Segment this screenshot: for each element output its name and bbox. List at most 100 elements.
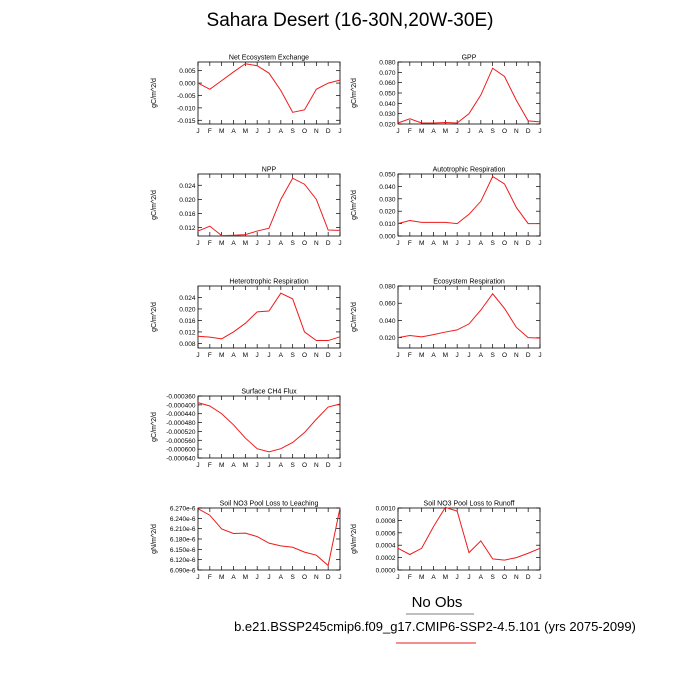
y-tick-label: 6.270e-6 <box>170 506 196 513</box>
y-tick-label: -0.000560 <box>166 438 196 445</box>
x-tick-label: A <box>231 462 236 469</box>
x-tick-label: M <box>443 574 448 581</box>
y-tick-label: -0.005 <box>177 93 196 100</box>
y-tick-label: 0.016 <box>179 318 196 325</box>
y-tick-label: 0.0008 <box>376 518 396 525</box>
y-tick-label: 0.008 <box>179 341 196 348</box>
series-line <box>397 506 541 561</box>
x-tick-label: J <box>196 240 199 247</box>
y-tick-label: 0.070 <box>379 70 396 77</box>
x-tick-label: O <box>302 240 307 247</box>
x-tick-label: A <box>279 462 284 469</box>
x-tick-label: S <box>490 128 495 135</box>
x-tick-label: J <box>396 352 399 359</box>
y-tick-label: 0.060 <box>379 301 396 308</box>
x-tick-label: J <box>256 574 259 581</box>
y-tick-label: 0.000 <box>379 234 396 241</box>
x-tick-label: J <box>538 574 541 581</box>
panel-title: GPP <box>462 55 477 62</box>
x-tick-label: J <box>267 462 270 469</box>
panel-title: Net Ecosystem Exchange <box>229 55 309 62</box>
x-tick-label: M <box>243 462 248 469</box>
x-tick-label: D <box>526 574 531 581</box>
x-tick-label: M <box>243 128 248 135</box>
plot-frame <box>397 507 541 571</box>
legend-case-name: b.e21.BSSP245cmip6.f09_g17.CMIP6-SSP2-4.… <box>234 619 636 634</box>
x-tick-label: A <box>231 352 236 359</box>
y-axis-label: gN/m^2/d <box>351 524 358 554</box>
x-tick-label: F <box>208 352 212 359</box>
series-line <box>397 292 541 339</box>
x-tick-label: M <box>243 574 248 581</box>
y-tick-label: 0.012 <box>179 329 196 336</box>
x-tick-label: D <box>526 128 531 135</box>
y-tick-label: -0.000360 <box>166 394 196 401</box>
panel-5: Ecosystem Respiration gC/m^2/d 0.080 0.060 0… <box>351 279 542 360</box>
plot-frame <box>197 507 341 571</box>
y-tick-label: -0.000440 <box>166 411 196 418</box>
plot-frame <box>397 173 541 237</box>
x-tick-label: M <box>219 352 224 359</box>
y-tick-label: 0.080 <box>379 60 396 67</box>
y-tick-label: 0.020 <box>379 335 396 342</box>
x-tick-label: S <box>290 128 295 135</box>
x-tick-label: N <box>314 352 319 359</box>
x-tick-label: J <box>396 240 399 247</box>
x-tick-label: O <box>302 462 307 469</box>
x-tick-label: D <box>526 240 531 247</box>
x-tick-label: A <box>231 128 236 135</box>
plot-frame <box>397 285 541 349</box>
panel-4: Heterotrophic Respiration gC/m^2/d 0.024 0.… <box>151 279 342 360</box>
x-tick-label: J <box>338 240 341 247</box>
panel-title: Soil NO3 Pool Loss to Leaching <box>220 501 319 508</box>
x-tick-label: A <box>279 574 284 581</box>
y-tick-label: -0.010 <box>177 105 196 112</box>
y-axis-label: gN/m^2/d <box>151 524 158 554</box>
series-line <box>197 292 341 342</box>
x-tick-label: O <box>302 574 307 581</box>
y-tick-label: 0.0006 <box>376 530 396 537</box>
y-tick-label: 0.060 <box>379 80 396 87</box>
figure-title: Sahara Desert (16-30N,20W-30E) <box>206 10 494 31</box>
x-tick-label: D <box>326 352 331 359</box>
x-tick-label: F <box>408 240 412 247</box>
x-tick-label: D <box>326 128 331 135</box>
x-tick-label: J <box>338 352 341 359</box>
x-tick-label: J <box>467 352 470 359</box>
y-tick-label: -0.000480 <box>166 420 196 427</box>
x-tick-label: J <box>267 240 270 247</box>
x-tick-label: J <box>338 462 341 469</box>
x-tick-label: J <box>267 128 270 135</box>
y-axis-label: gC/m^2/d <box>151 190 158 220</box>
y-axis-label: gC/m^2/d <box>151 78 158 108</box>
x-tick-label: M <box>219 574 224 581</box>
plot-frame <box>197 61 341 125</box>
x-tick-label: M <box>419 128 424 135</box>
x-tick-label: A <box>431 574 436 581</box>
x-tick-label: F <box>208 128 212 135</box>
series-line <box>197 402 341 453</box>
x-tick-label: A <box>279 352 284 359</box>
x-tick-label: O <box>502 352 507 359</box>
x-tick-label: M <box>219 128 224 135</box>
y-axis-label: gC/m^2/d <box>151 412 158 442</box>
x-tick-label: S <box>290 462 295 469</box>
panel-title: Heterotrophic Respiration <box>229 279 308 286</box>
panel-title: NPP <box>262 167 277 174</box>
x-tick-label: M <box>219 462 224 469</box>
x-tick-label: J <box>396 574 399 581</box>
x-tick-label: J <box>256 128 259 135</box>
x-tick-label: J <box>256 462 259 469</box>
y-axis-label: gC/m^2/d <box>351 302 358 332</box>
x-tick-label: S <box>490 240 495 247</box>
x-tick-label: N <box>314 240 319 247</box>
x-tick-label: M <box>219 240 224 247</box>
y-tick-label: 0.050 <box>379 91 396 98</box>
y-tick-label: 0.000 <box>179 81 196 88</box>
y-tick-label: -0.000640 <box>166 456 196 463</box>
panel-8: Soil NO3 Pool Loss to Runoff gN/m^2/d 0.00… <box>351 501 542 582</box>
x-tick-label: A <box>231 240 236 247</box>
panel-1: GPP gC/m^2/d 0.080 0.070 0.060 0.050 0.040 0.03… <box>351 55 542 136</box>
x-tick-label: D <box>326 462 331 469</box>
